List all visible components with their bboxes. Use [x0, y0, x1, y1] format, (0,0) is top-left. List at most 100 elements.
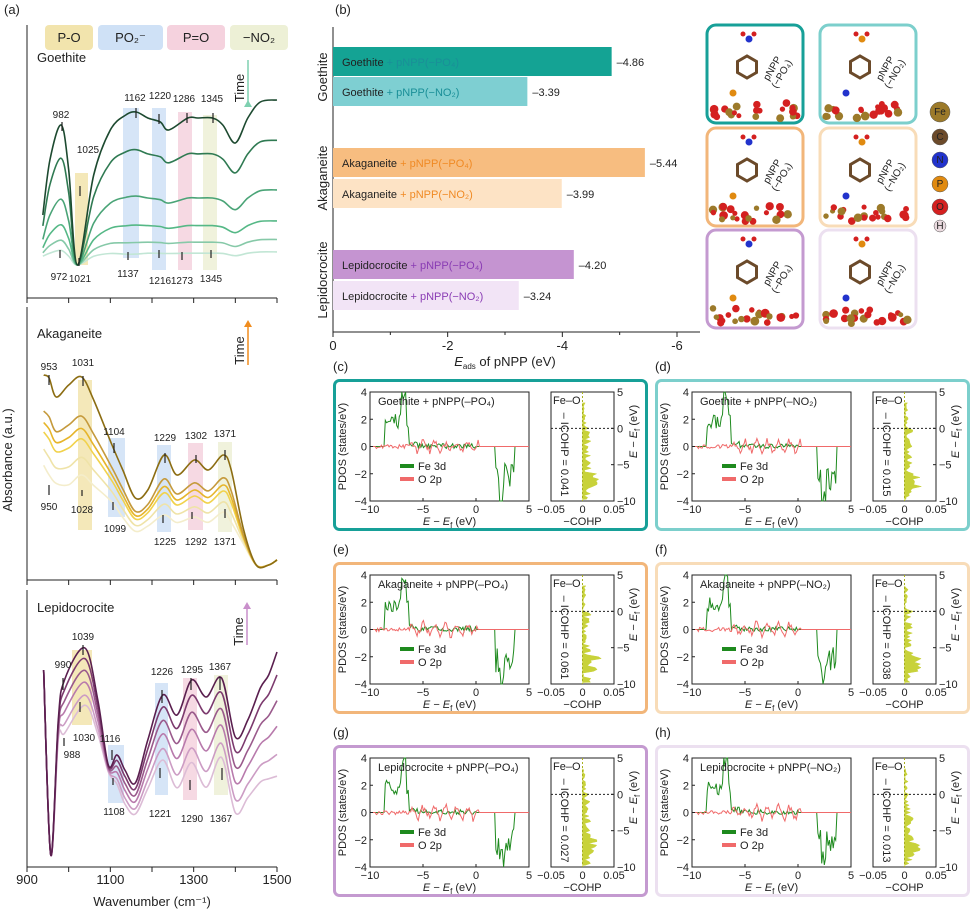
x-tick-label: −5	[417, 504, 430, 516]
cohp-fill	[904, 402, 922, 500]
legend-label: O 2p	[740, 474, 764, 486]
cohp-x-label: −COHP	[563, 699, 601, 711]
legend-label: Fe 3d	[740, 827, 768, 839]
y-tick-label: 0	[683, 442, 689, 454]
y-tick-label: 0	[361, 625, 367, 637]
bar-label-substrate: Goethite	[342, 87, 384, 99]
spectrum-line	[42, 448, 278, 568]
pdos-x-label: E − Ef (eV)	[423, 882, 476, 896]
icohp-label: – ICOHP = 0.027	[558, 779, 570, 863]
x-tick-label: 0	[579, 687, 585, 699]
o-2p-line	[370, 802, 529, 822]
legend-label: O 2p	[740, 657, 764, 669]
band-shading	[155, 683, 168, 795]
atom	[732, 102, 741, 111]
legend-label: Fe 3d	[418, 461, 446, 473]
peak-label: 1345	[200, 274, 223, 285]
cohp-fill	[582, 402, 600, 500]
structure-label: pNPP(−NO₂)	[873, 257, 908, 295]
bar-label-adsorbate: + pNPP(−PO₄)	[407, 260, 482, 272]
atom	[903, 206, 909, 212]
x-tick-label: 5	[526, 870, 532, 882]
x-tick-label: 0	[329, 338, 336, 353]
peak-label: 1371	[214, 429, 237, 440]
atom	[779, 106, 786, 112]
atom	[837, 207, 846, 216]
pdos-x-label: E − Ef (eV)	[423, 516, 476, 530]
spectrum-line	[42, 669, 278, 857]
x-tick-label: -6	[671, 338, 683, 353]
cohp-y-label: E − Ef (eV)	[950, 771, 964, 824]
y-tick-label: 0	[617, 423, 623, 435]
x-axis-label: Eads of pNPP (eV)	[454, 354, 556, 371]
atom	[750, 316, 760, 326]
cohp-x-label: −COHP	[563, 882, 601, 894]
cohp-fill	[904, 585, 922, 683]
band-shading	[123, 108, 139, 258]
x-tick-label: 0.05	[925, 504, 946, 516]
atom-legend-h-icon	[933, 219, 947, 233]
band-legend-box	[167, 25, 225, 50]
atom	[823, 318, 830, 325]
group-label: Lepidocrocite	[315, 241, 330, 318]
atom-legend-label: O	[936, 202, 944, 213]
x-tick-label: −5	[739, 504, 752, 516]
y-tick-label: 0	[361, 442, 367, 454]
pdos-x-label: E − Ef (eV)	[745, 699, 798, 713]
spectrum-line	[42, 464, 278, 568]
legend-label: O 2p	[418, 474, 442, 486]
y-tick-label: −5	[617, 460, 630, 472]
atom	[745, 215, 752, 222]
structure-model: pNPP(−PO₄)	[705, 23, 805, 125]
atom	[830, 204, 837, 211]
x-tick-label: 1300	[179, 872, 208, 887]
atom	[858, 35, 866, 43]
atom	[732, 318, 738, 325]
y-tick-label: 0	[617, 606, 623, 618]
structure-model: pNPP(−NO₂)	[818, 23, 918, 125]
bar-label: Goethite + pNPP(−PO₄)	[342, 57, 459, 69]
icohp-label: – ICOHP = 0.015	[880, 413, 892, 497]
spectrum-line	[43, 374, 278, 569]
panel-frame	[655, 562, 970, 714]
atom	[858, 308, 865, 314]
peak-label: 1108	[103, 807, 125, 818]
band-shading	[157, 445, 171, 532]
pdos-x-label: E − Ef (eV)	[745, 516, 798, 530]
atom	[840, 314, 849, 323]
benzene-ring	[736, 157, 758, 183]
panel-frame	[655, 379, 970, 531]
atom	[725, 312, 732, 318]
peak-label: 1286	[173, 94, 196, 105]
bar-label-adsorbate: + pNPP(−NO₂)	[384, 87, 460, 99]
y-tick-label: −10	[939, 496, 958, 508]
bar-label: Goethite + pNPP(−NO₂)	[342, 87, 459, 99]
atom	[864, 236, 870, 242]
spectrum-line	[42, 669, 278, 857]
atom	[719, 202, 728, 211]
peak-label: 1021	[69, 274, 92, 285]
band-legend-label: P=O	[183, 30, 209, 45]
atom-legend-label: Fe	[934, 107, 946, 118]
bar-label-substrate: Goethite	[342, 57, 384, 69]
bar	[333, 281, 519, 310]
bar-label-substrate: Lepidocrocite	[342, 291, 407, 303]
x-tick-label: 1500	[263, 872, 292, 887]
x-tick-label: 5	[848, 504, 854, 516]
atom-legend-o-icon	[931, 198, 949, 216]
atom	[864, 134, 870, 140]
o-2p-line	[370, 619, 529, 639]
atom	[877, 316, 887, 326]
atom-legend-label: N	[936, 155, 943, 166]
atom-legend-label: H	[936, 221, 943, 232]
atom	[732, 304, 740, 313]
peak-label: 1116	[100, 734, 121, 745]
bar	[333, 77, 528, 106]
atom	[765, 202, 774, 211]
bar-label: Akaganeite + pNPP(−NO₂)	[342, 189, 473, 201]
bar-label-substrate: Lepidocrocite	[342, 260, 407, 272]
spectrum-line	[42, 249, 278, 266]
